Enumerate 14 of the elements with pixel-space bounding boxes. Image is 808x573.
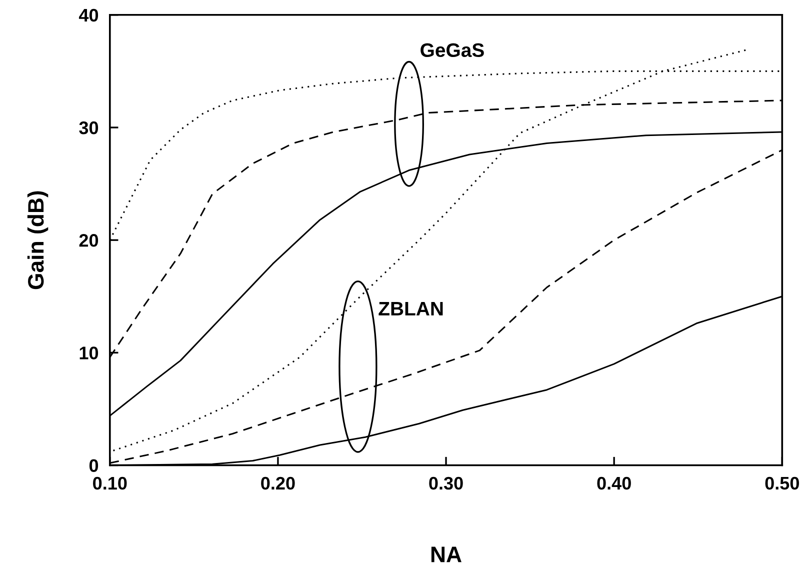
y-tick-label: 20 (79, 234, 98, 247)
y-tick-label: 30 (79, 121, 98, 134)
x-tick-label: 0.10 (93, 476, 127, 490)
x-tick-label: 0.50 (765, 476, 799, 490)
y-tick-label: 10 (80, 346, 98, 360)
x-tick-label: 0.40 (597, 476, 631, 490)
x-tick-label: 0.20 (261, 476, 295, 490)
y-tick-label: 40 (78, 8, 98, 22)
x-axis-title: NA (431, 546, 462, 562)
annotation: ZBLAN (378, 302, 443, 316)
annotation: GeGaS (420, 43, 484, 58)
y-axis-title: Gain (dB) (27, 191, 48, 290)
y-tick-label: 0 (89, 459, 98, 472)
x-tick-label: 0.30 (429, 476, 463, 490)
